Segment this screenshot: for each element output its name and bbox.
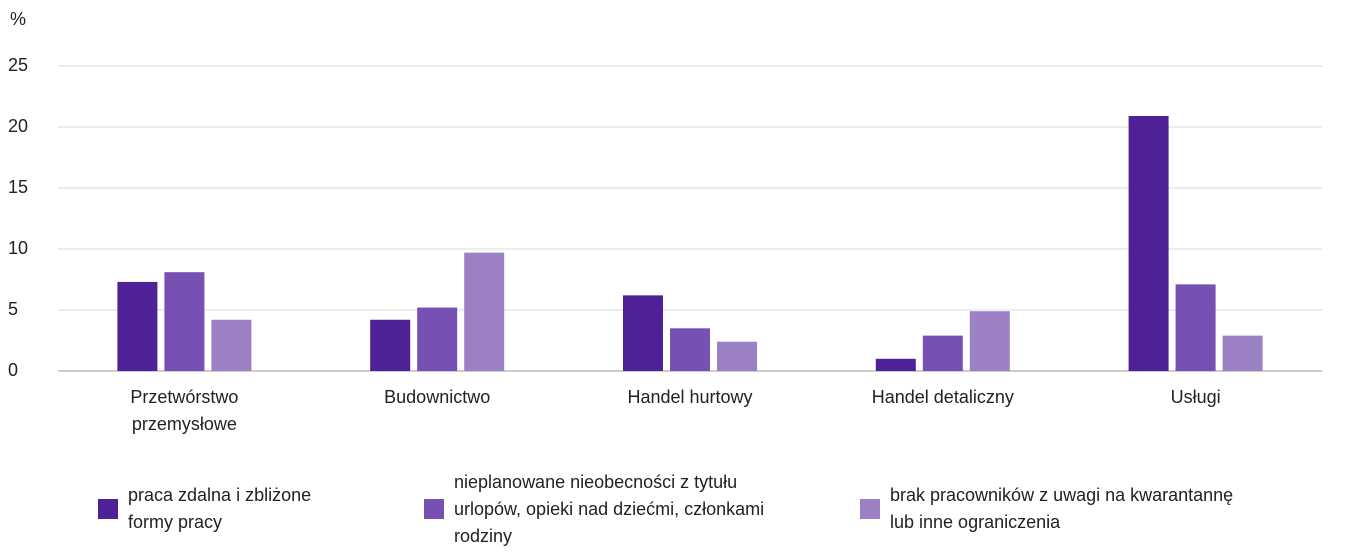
bar [417,307,458,371]
bar [1175,284,1216,371]
bar [1128,116,1169,372]
bar [969,311,1010,371]
legend-label: nieplanowane nieobecności z tytułu urlop… [454,471,765,546]
bar [370,319,411,371]
legend-item: nieplanowane nieobecności z tytułu urlop… [424,464,774,554]
legend-label: brak pracowników z uwagi na kwarantannę … [890,485,1234,532]
legend-swatch [98,499,118,519]
bar [922,335,963,371]
y-tick-label: 10 [8,238,28,258]
x-tick-label: Handel hurtowy [627,387,753,407]
legend-swatch [860,499,880,519]
y-tick-label: 0 [8,360,18,380]
x-tick-label: Przetwórstwo przemysłowe [130,387,239,434]
bar [670,328,710,371]
legend-swatch [424,499,444,519]
y-tick-label: 15 [8,177,28,197]
y-axis-label: % [10,9,26,29]
bar [464,252,505,371]
x-tick-label: Handel detaliczny [871,387,1014,407]
legend-label: praca zdalna i zbliżone formy pracy [128,485,312,532]
legend-item: brak pracowników z uwagi na kwarantannę … [860,464,1255,554]
bar [717,341,757,371]
legend-item: praca zdalna i zbliżone formy pracy [98,464,353,554]
y-tick-label: 5 [8,299,18,319]
bar [164,272,205,371]
bar [623,295,663,371]
x-tick-label: Budownictwo [384,387,491,407]
x-tick-label: Usługi [1170,387,1221,407]
bar [117,281,158,371]
bar [211,319,252,371]
y-tick-label: 20 [8,116,28,136]
y-tick-label: 25 [8,55,28,75]
bar [875,358,916,371]
bar [1222,335,1263,371]
